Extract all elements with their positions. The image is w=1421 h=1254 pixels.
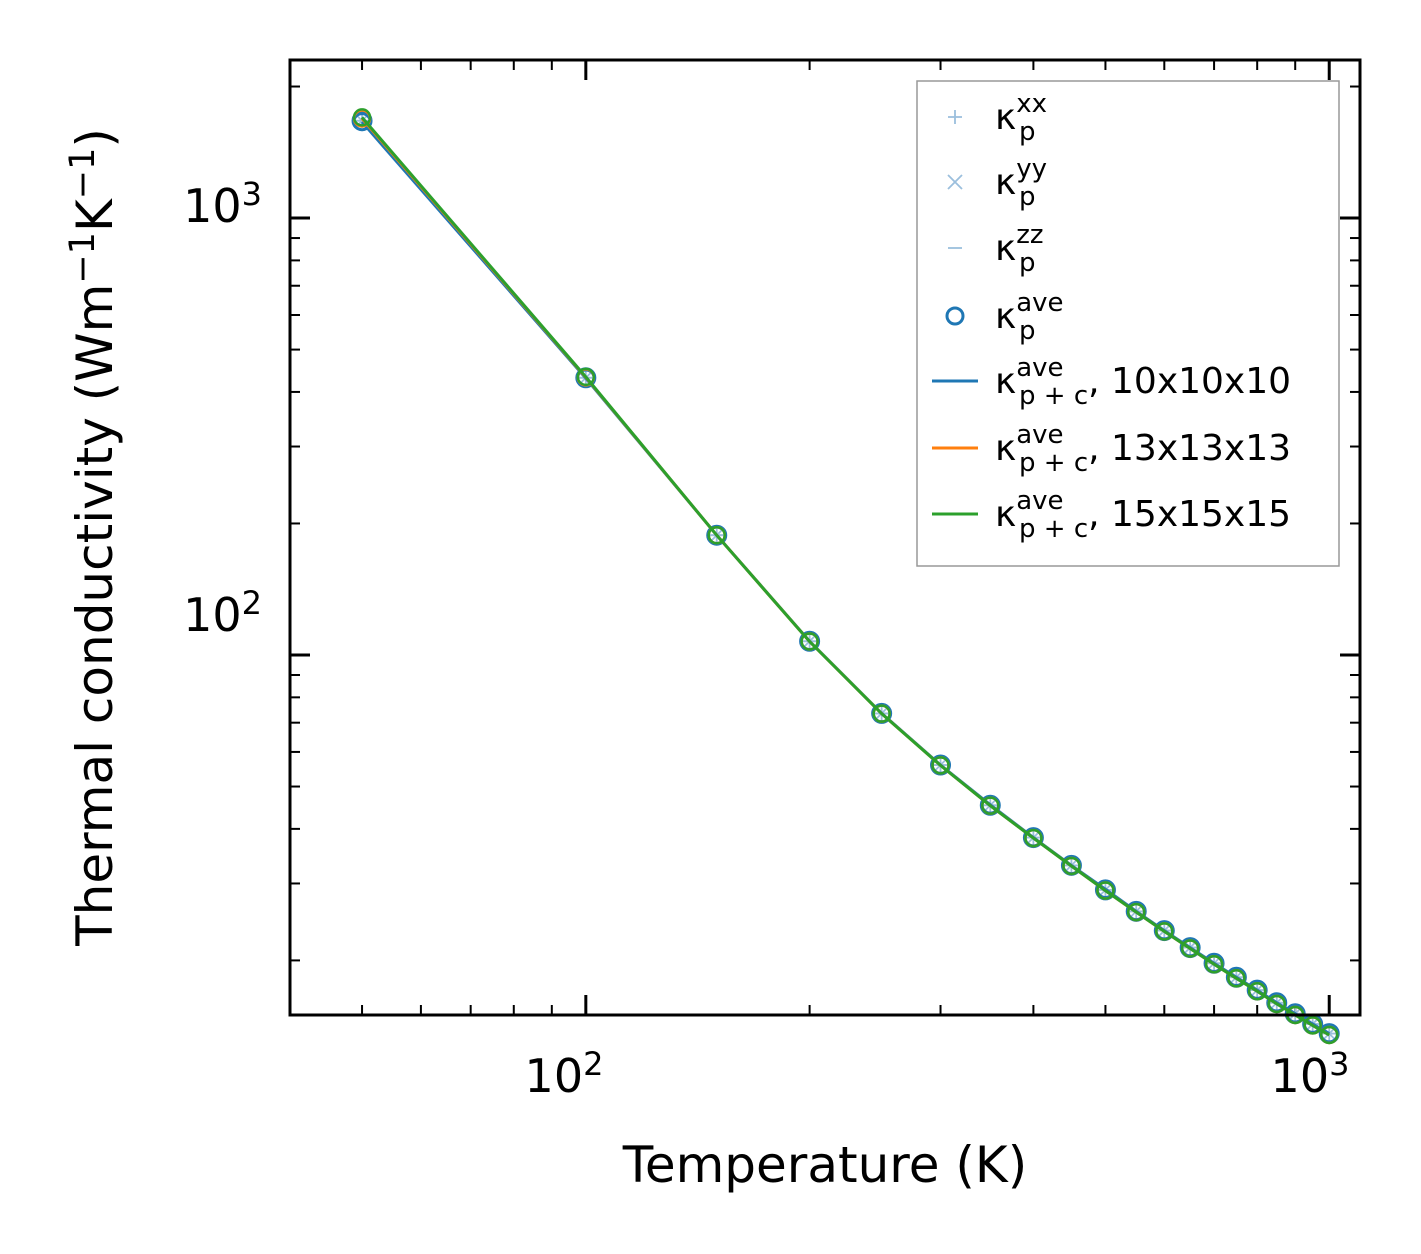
line-point-2-700	[1204, 954, 1224, 974]
line-point-2-350	[981, 796, 1000, 815]
y-tick-label-1000: 103	[183, 175, 262, 233]
legend-marker-circle	[945, 306, 965, 326]
legend: κxx p κyy p κzz p κave p κave p + c, 10x10x10 κave…	[916, 80, 1340, 567]
legend-entry-0: κxx p	[948, 89, 1047, 147]
legend-label-0: κxx p	[995, 89, 1047, 147]
line-point-2-650	[1180, 939, 1200, 958]
plot-frame	[288, 58, 1362, 1017]
line-point-2-500	[1096, 881, 1115, 900]
x-axis-label: Temperature (K)	[622, 1136, 1027, 1194]
y-tick-label-100: 102	[183, 584, 262, 642]
line-point-2-800	[1247, 981, 1267, 1001]
legend-label-2: κzz p	[995, 220, 1044, 278]
line-point-2-550	[1126, 902, 1146, 922]
legend-box	[916, 80, 1340, 567]
y-axis-label: Thermal conductivity (Wm−1K−1)	[63, 128, 124, 947]
line-point-2-450	[1062, 856, 1081, 876]
x-tick-label-1000: 103	[1271, 1045, 1350, 1103]
legend-entry-2: κzz p	[948, 220, 1044, 278]
line-point-2-50	[352, 108, 372, 127]
legend-entry-3: κave p	[945, 288, 1064, 346]
legend-label-1: κyy p	[995, 154, 1047, 212]
series-line-2	[352, 108, 1339, 1045]
series-line-path-2	[360, 116, 1330, 1037]
line-point-2-100	[576, 367, 596, 387]
line-point-2-600	[1155, 922, 1174, 941]
legend-entry-4: κave p + c, 10x10x10	[932, 353, 1291, 411]
legend-entry-1: κyy p	[947, 154, 1047, 212]
legend-label-3: κave p	[995, 288, 1064, 346]
legend-marker-plus	[948, 110, 962, 124]
legend-entry-5: κave p + c, 13x13x13	[932, 420, 1291, 478]
line-point-2-750	[1227, 969, 1246, 988]
line-point-2-250	[872, 704, 891, 723]
line-point-2-950	[1303, 1016, 1322, 1035]
legend-label-6: κave p + c, 15x15x15	[995, 486, 1291, 544]
line-point-2-400	[1024, 828, 1043, 848]
legend-label-5: κave p + c, 13x13x13	[995, 420, 1291, 478]
line-point-2-300	[931, 756, 950, 775]
series-layer	[351, 108, 1340, 1045]
line-point-2-200	[800, 632, 819, 651]
line-point-2-850	[1267, 994, 1287, 1014]
legend-label-4: κave p + c, 10x10x10	[995, 353, 1291, 411]
line-point-2-1000	[1319, 1025, 1339, 1045]
legend-marker-cross	[947, 174, 963, 190]
line-point-2-150	[707, 525, 726, 545]
major-ticks	[290, 60, 1360, 1015]
x-tick-label-100: 102	[525, 1045, 604, 1103]
legend-entry-6: κave p + c, 15x15x15	[932, 486, 1291, 544]
